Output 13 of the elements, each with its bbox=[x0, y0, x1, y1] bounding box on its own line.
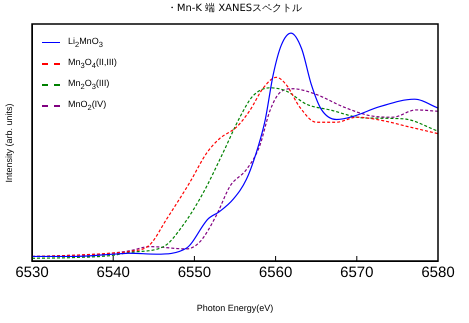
legend-label: Mn$_{3}$O$_{4}$(II,III) bbox=[68, 57, 117, 70]
x-tick-label: 6540 bbox=[96, 264, 130, 282]
x-tick-label: 6580 bbox=[421, 264, 455, 282]
legend-label: Mn$_{2}$O$_{3}$(III) bbox=[68, 78, 110, 91]
x-tick-label: 6550 bbox=[178, 264, 212, 282]
chart-title: ・Mn-K 端 XANESスペクトル bbox=[166, 2, 304, 15]
x-tick-label: 6570 bbox=[340, 264, 374, 282]
legend-label: MnO$_{2}$(IV) bbox=[68, 99, 106, 112]
y-axis-title: Intensity (arb. units) bbox=[4, 102, 14, 185]
x-axis-title: Photon Energy(eV) bbox=[196, 303, 274, 313]
x-tick-label: 6560 bbox=[258, 264, 292, 282]
x-tick-label: 6530 bbox=[15, 264, 49, 282]
legend-label: Li$_{2}$MnO$_{3}$ bbox=[68, 36, 103, 49]
